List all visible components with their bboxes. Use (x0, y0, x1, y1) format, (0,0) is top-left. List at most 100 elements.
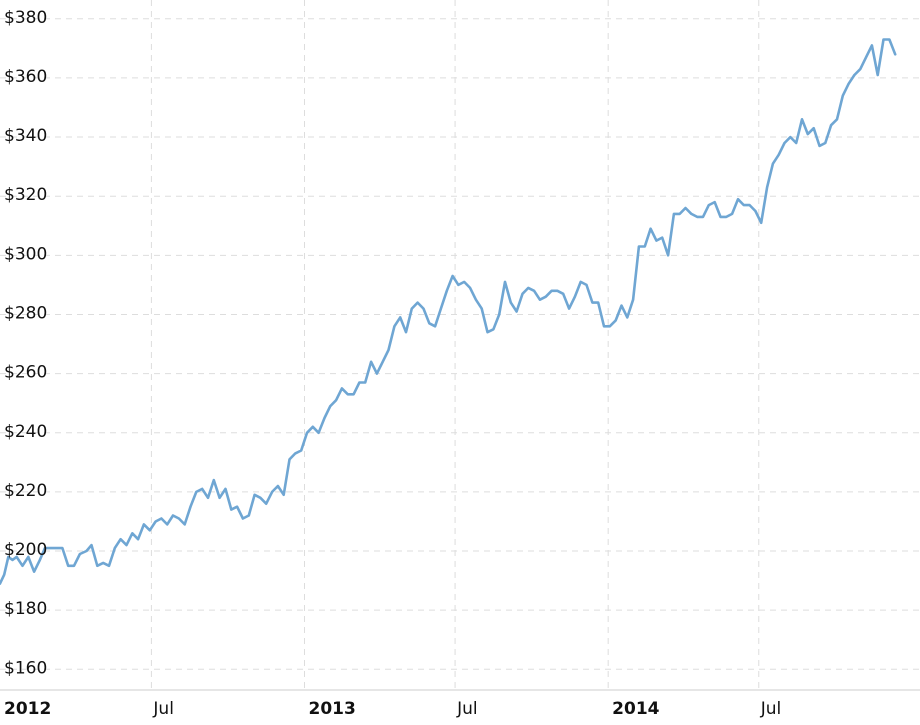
data-point (364, 381, 367, 384)
data-point (346, 393, 349, 396)
data-point (667, 254, 669, 257)
data-point (311, 425, 314, 428)
data-point (731, 213, 733, 215)
data-point (247, 514, 250, 517)
data-point (183, 523, 186, 526)
data-point (748, 204, 751, 207)
y-tick-label: $160 (4, 658, 47, 678)
data-point (818, 145, 821, 147)
data-point (847, 82, 850, 85)
data-point (550, 289, 553, 292)
data-point (335, 399, 337, 402)
data-point (673, 213, 675, 215)
data-point (306, 431, 308, 434)
data-point (469, 287, 471, 289)
data-point (259, 496, 262, 499)
data-point (242, 517, 244, 520)
data-point (39, 559, 41, 561)
data-point (282, 493, 285, 496)
data-point (7, 556, 10, 558)
data-point (521, 292, 524, 295)
data-point (655, 239, 658, 242)
data-point (486, 331, 489, 334)
data-point (277, 485, 279, 487)
data-point (690, 213, 693, 215)
data-point (725, 216, 728, 218)
data-point (457, 284, 460, 286)
data-point (638, 245, 640, 248)
data-point (696, 216, 699, 218)
series-layer (0, 38, 897, 585)
data-point (352, 393, 355, 396)
data-point (428, 322, 431, 325)
data-point (405, 331, 407, 334)
data-point (562, 292, 565, 295)
data-point (865, 56, 867, 59)
data-point (341, 387, 343, 390)
data-point (795, 142, 798, 144)
data-point (579, 281, 582, 283)
data-point (265, 502, 268, 505)
data-point (410, 307, 413, 310)
data-point (806, 133, 809, 136)
x-tick-label-month: Jul (152, 699, 174, 719)
data-point (608, 325, 611, 328)
data-point (212, 479, 215, 481)
y-tick-label: $340 (4, 126, 47, 146)
data-point (812, 127, 815, 130)
data-point (49, 547, 52, 549)
data-point (85, 550, 88, 552)
data-point (55, 547, 58, 549)
data-point (475, 298, 477, 301)
data-point (498, 313, 501, 316)
data-point (434, 325, 436, 328)
data-point (556, 289, 559, 292)
x-tick-label-year: 2012 (4, 699, 51, 719)
data-point (713, 201, 716, 204)
data-point (585, 284, 588, 286)
data-point (90, 544, 93, 546)
x-tick-label-month: Jul (456, 699, 478, 719)
data-point (236, 505, 239, 508)
data-point (707, 204, 710, 207)
data-point (300, 449, 303, 452)
y-tick-label: $220 (4, 481, 47, 501)
data-point (527, 287, 530, 289)
x-tick-label-month: Jul (760, 699, 782, 719)
y-tick-label: $180 (4, 599, 47, 619)
data-point (294, 452, 297, 455)
data-point (376, 372, 378, 375)
data-point (597, 301, 600, 304)
data-point (160, 517, 163, 520)
data-point (509, 301, 512, 304)
data-point (102, 562, 105, 564)
data-point (148, 529, 151, 532)
data-point (67, 564, 70, 567)
data-point (96, 564, 99, 567)
data-point (504, 281, 506, 283)
data-point (166, 523, 169, 526)
data-point (317, 431, 320, 434)
data-point (33, 570, 35, 573)
data-point (440, 307, 442, 310)
data-point (195, 491, 198, 493)
data-point (789, 136, 792, 139)
data-point (760, 221, 763, 224)
data-point (772, 162, 774, 165)
data-point (463, 281, 466, 283)
data-point (515, 310, 518, 313)
data-point (480, 307, 483, 310)
data-point (777, 153, 780, 156)
data-point (661, 236, 664, 239)
data-point (224, 488, 227, 490)
data-point (15, 556, 18, 558)
y-tick-label: $380 (4, 8, 47, 28)
y-tick-label: $320 (4, 185, 47, 205)
data-point (539, 298, 541, 301)
data-point (533, 289, 535, 292)
y-tick-label: $280 (4, 303, 47, 323)
data-point (702, 216, 704, 218)
x-tick-label-year: 2014 (612, 699, 659, 719)
